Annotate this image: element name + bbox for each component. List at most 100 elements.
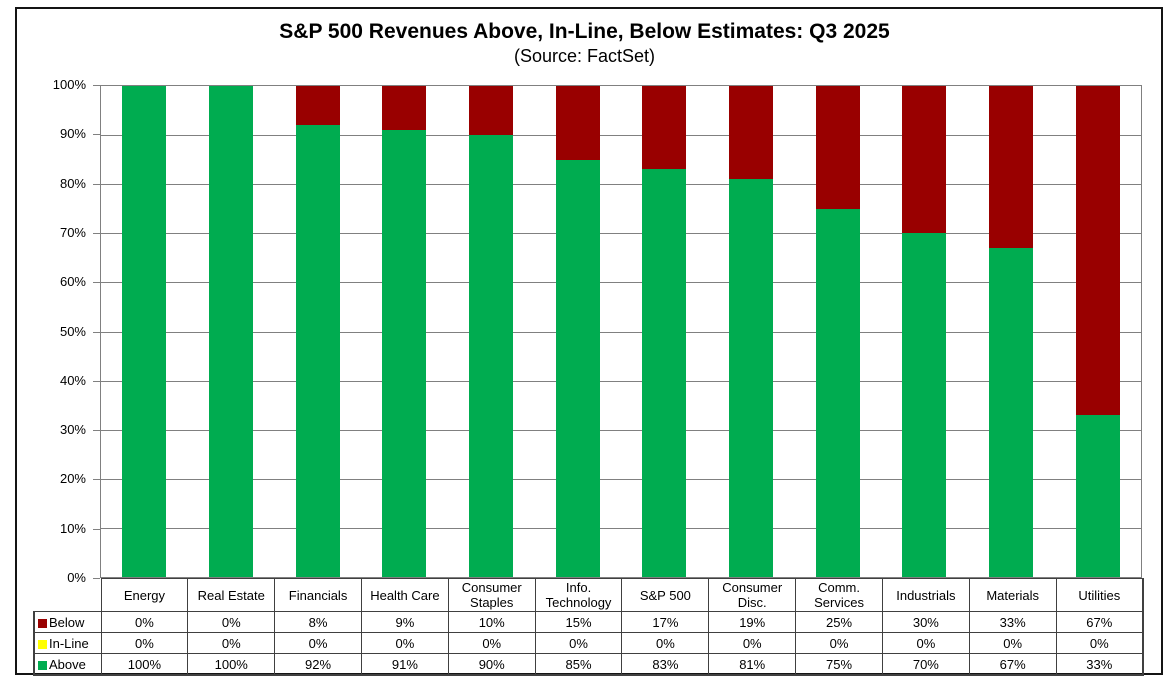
y-axis-tick-mark [93, 282, 100, 283]
table-value-cell: 67% [968, 653, 1057, 676]
table-row: Below 0% 0% 8% 9% 10% 15% 17% 19% 25% 30% 33% 67% [33, 611, 1144, 633]
table-value-cell: 0% [274, 632, 362, 654]
y-axis-tick-mark [93, 430, 100, 431]
y-axis-tick-label: 90% [59, 126, 86, 142]
y-axis-tick-label: 0% [67, 570, 86, 585]
stacked-bar [902, 86, 947, 577]
table-value-cell: 25% [795, 611, 883, 633]
bar-column-consumer-staples [448, 86, 535, 577]
gridline-layer [101, 86, 1141, 577]
table-header-cell: Health Care [360, 578, 449, 612]
gridline [101, 331, 1141, 333]
table-value-cell: 0% [881, 632, 970, 654]
legend-cell-below: Below [33, 611, 102, 633]
bar-segment-below [468, 86, 513, 136]
y-axis-tick-mark [93, 578, 100, 579]
table-header-cell: Real Estate [187, 578, 276, 612]
bar-segment-below [902, 86, 947, 234]
bar-segment-below [295, 86, 340, 126]
stacked-bar [642, 86, 687, 577]
legend-swatch-icon [38, 618, 47, 628]
bar-column-energy [101, 86, 188, 577]
stacked-bar [1075, 86, 1120, 577]
y-axis-tick-label: 10% [59, 520, 86, 536]
table-header-cell: S&P 500 [621, 578, 710, 612]
table-header-cell: Consumer Disc. [708, 578, 797, 612]
stacked-bar [122, 86, 167, 577]
y-axis-tick-mark [93, 479, 100, 480]
y-axis-tick-label: 20% [59, 471, 86, 487]
table-value-cell: 0% [100, 632, 189, 654]
table-value-cell: 15% [534, 611, 623, 633]
bar-column-materials [968, 86, 1055, 577]
table-value-cell: 30% [881, 611, 970, 633]
y-axis-tick-mark [93, 381, 100, 382]
gridline [101, 478, 1141, 480]
stacked-bar [468, 86, 513, 577]
bar-column-info-technology [534, 86, 621, 577]
chart-subtitle: (Source: FactSet) [513, 46, 656, 66]
gridline [101, 527, 1141, 529]
bar-column-utilities [1054, 86, 1141, 577]
table-value-cell: 33% [1055, 653, 1144, 676]
bar-segment-above [208, 86, 253, 577]
table-header-cell: Energy [100, 578, 189, 612]
table-value-cell: 0% [1055, 632, 1144, 654]
table-value-cell: 90% [447, 653, 536, 676]
bar-segment-above [642, 169, 687, 577]
table-value-cell: 0% [795, 632, 883, 654]
y-axis-tick-label: 50% [59, 323, 86, 339]
gridline [101, 429, 1141, 431]
legend-cell-above: Above [33, 653, 102, 676]
table-header-cell: Materials [968, 578, 1057, 612]
legend-label: Above [49, 656, 86, 672]
bar-segment-above [555, 159, 600, 577]
stacked-bar [815, 86, 860, 577]
stacked-bar [295, 86, 340, 577]
y-axis-tick-mark [93, 134, 100, 135]
plot-area [100, 85, 1142, 578]
table-value-cell: 83% [621, 653, 710, 676]
table-header-cell: Comm. Services [795, 578, 883, 612]
table-value-cell: 0% [708, 632, 797, 654]
table-header-cell: Utilities [1055, 578, 1144, 612]
table-header-cell: Industrials [881, 578, 970, 612]
bar-segment-below [642, 86, 687, 170]
table-value-cell: 9% [360, 611, 449, 633]
bar-column-financials [274, 86, 361, 577]
table-value-cell: 100% [100, 653, 189, 676]
bar-column-industrials [881, 86, 968, 577]
gridline [101, 282, 1141, 284]
legend-label: Below [49, 614, 85, 630]
table-value-cell: 75% [795, 653, 883, 676]
legend-swatch-icon [38, 639, 47, 649]
stacked-bar [382, 86, 427, 577]
table-header-cell: Consumer Staples [447, 578, 536, 612]
table-value-cell: 0% [968, 632, 1057, 654]
table-value-cell: 0% [534, 632, 623, 654]
table-corner-cell [34, 579, 101, 612]
bar-layer [101, 86, 1141, 577]
bar-column-consumer-disc- [708, 86, 795, 577]
table-value-cell: 0% [447, 632, 536, 654]
bar-segment-below [1075, 86, 1120, 415]
table-value-cell: 0% [187, 611, 276, 633]
table-value-cell: 0% [187, 632, 276, 654]
bar-segment-above [468, 135, 513, 577]
gridline [101, 184, 1141, 186]
table-header-cell: Info. Technology [534, 578, 623, 612]
bar-segment-above [728, 179, 773, 577]
stacked-bar [988, 86, 1033, 577]
table-value-cell: 0% [100, 611, 189, 633]
table-row: In-Line 0% 0% 0% 0% 0% 0% 0% 0% 0% 0% 0% 0% [33, 632, 1144, 654]
gridline [101, 233, 1141, 235]
bar-segment-below [988, 86, 1033, 249]
table-value-cell: 33% [968, 611, 1057, 633]
y-axis-tick-label: 80% [59, 175, 86, 191]
gridline [101, 380, 1141, 382]
bar-column-real-estate [188, 86, 275, 577]
table-row: Above 100% 100% 92% 91% 90% 85% 83% 81% 75% 70% 67%… [33, 653, 1144, 676]
legend-label: In-Line [49, 635, 89, 651]
table-header-cell: Financials [274, 578, 362, 612]
